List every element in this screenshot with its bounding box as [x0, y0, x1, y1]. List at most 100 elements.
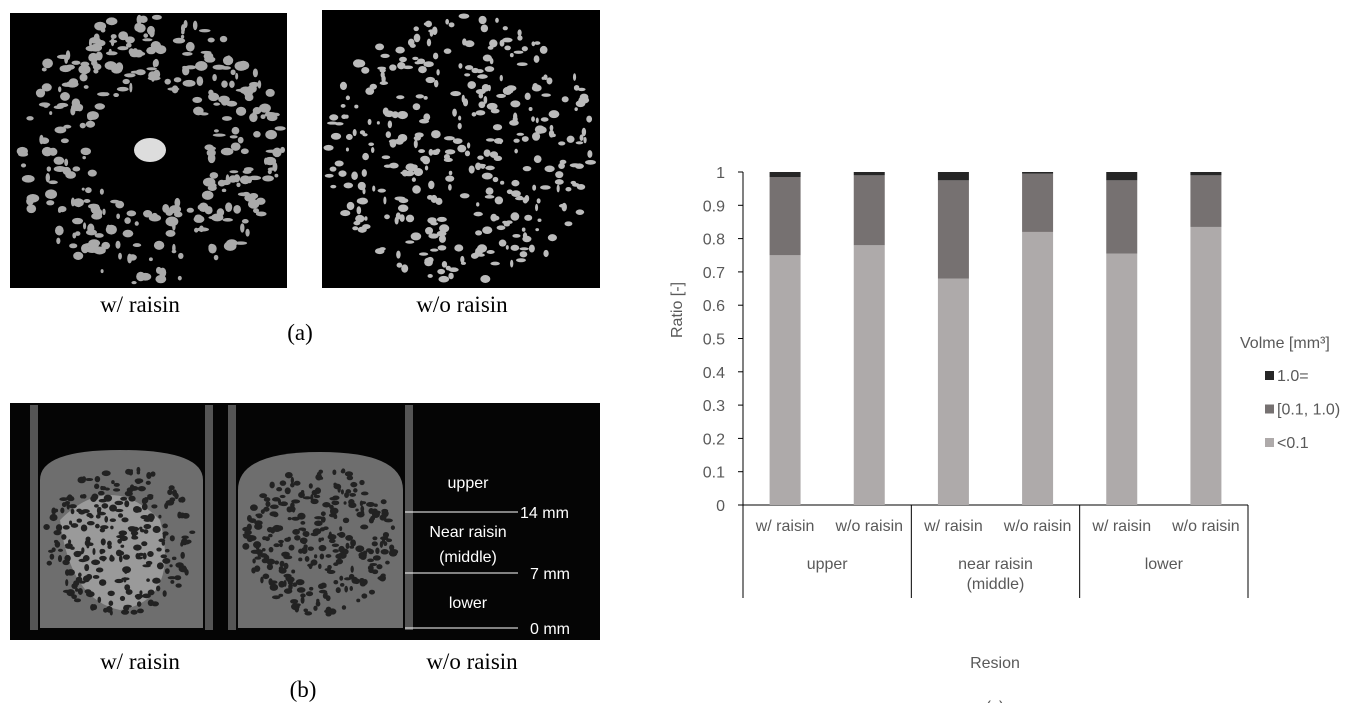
- pore: [346, 96, 350, 101]
- pore: [186, 42, 195, 52]
- pore: [117, 551, 124, 556]
- pore: [82, 188, 85, 191]
- height: 7 mm: [530, 566, 570, 583]
- pore: [536, 117, 539, 123]
- pore: [522, 136, 529, 142]
- pore: [349, 493, 356, 497]
- pore: [170, 535, 175, 541]
- pore: [329, 532, 332, 538]
- bar-segment: [1022, 174, 1053, 232]
- label: w/ raisin: [100, 649, 180, 674]
- pore: [490, 262, 499, 266]
- legend-label: 1.0=: [1277, 368, 1309, 385]
- pore: [493, 216, 499, 221]
- pore: [369, 590, 375, 595]
- pore: [438, 245, 447, 250]
- pore: [493, 177, 499, 182]
- pore: [406, 215, 414, 223]
- pore: [238, 137, 244, 144]
- pore: [294, 535, 300, 540]
- pore: [169, 205, 181, 213]
- pore: [199, 29, 211, 32]
- pore: [309, 587, 313, 591]
- pore: [160, 554, 167, 558]
- pore: [83, 199, 90, 203]
- pore: [395, 47, 404, 54]
- pore: [55, 226, 64, 236]
- pore: [61, 138, 69, 143]
- pore: [548, 234, 557, 241]
- pore: [424, 96, 428, 100]
- pore: [381, 499, 387, 504]
- bar-segment: [1022, 232, 1053, 505]
- pore: [366, 502, 375, 507]
- legend-swatch: [1265, 438, 1274, 447]
- pore: [120, 545, 124, 548]
- pore: [106, 51, 118, 55]
- pore: [534, 55, 540, 63]
- pore: [308, 546, 314, 550]
- pore: [93, 575, 100, 579]
- pore: [415, 61, 422, 64]
- pore: [381, 549, 389, 555]
- panel-tag: (c): [986, 699, 1005, 703]
- pore: [120, 536, 128, 541]
- wall: [30, 405, 38, 630]
- pore: [540, 46, 548, 54]
- pore: [73, 252, 83, 260]
- pore: [254, 556, 261, 559]
- pore: [269, 482, 274, 489]
- pore: [183, 80, 196, 87]
- pore: [576, 209, 585, 215]
- pore: [289, 545, 295, 551]
- pore: [402, 170, 408, 177]
- pore: [96, 514, 101, 518]
- label: w/o raisin: [426, 649, 518, 674]
- pore: [479, 16, 487, 24]
- pore: [54, 166, 67, 172]
- pore: [76, 577, 83, 583]
- pore: [146, 67, 157, 70]
- pore: [438, 276, 449, 283]
- pore: [496, 94, 506, 98]
- pore: [77, 519, 82, 523]
- pore: [550, 125, 554, 131]
- pore: [495, 196, 503, 204]
- pore: [111, 34, 117, 39]
- pore: [291, 569, 295, 573]
- pore: [253, 208, 259, 213]
- pore: [348, 499, 354, 505]
- pore: [259, 103, 271, 112]
- region: upper: [448, 475, 490, 492]
- pore: [252, 558, 255, 563]
- region: (middle): [439, 549, 497, 566]
- pore: [142, 38, 152, 41]
- pore: [439, 235, 446, 243]
- pore: [412, 57, 418, 60]
- pore: [107, 545, 111, 549]
- pore: [529, 107, 533, 111]
- pore: [94, 22, 106, 31]
- pore: [335, 554, 342, 559]
- pore: [118, 253, 122, 260]
- pore: [151, 504, 157, 508]
- pore: [372, 186, 375, 192]
- pore: [162, 204, 169, 213]
- pore: [78, 588, 83, 595]
- pore: [297, 587, 306, 593]
- pore: [580, 134, 584, 141]
- pore: [314, 554, 317, 558]
- pore: [445, 149, 455, 154]
- pore: [131, 529, 136, 534]
- pore: [109, 601, 114, 606]
- pore: [500, 75, 503, 81]
- pore: [264, 158, 268, 165]
- pore: [522, 236, 531, 242]
- pore: [506, 245, 509, 250]
- pore: [389, 64, 396, 70]
- pore: [380, 54, 389, 58]
- pore: [96, 568, 103, 573]
- pore: [56, 238, 60, 244]
- pore: [353, 488, 357, 492]
- pore: [144, 518, 152, 521]
